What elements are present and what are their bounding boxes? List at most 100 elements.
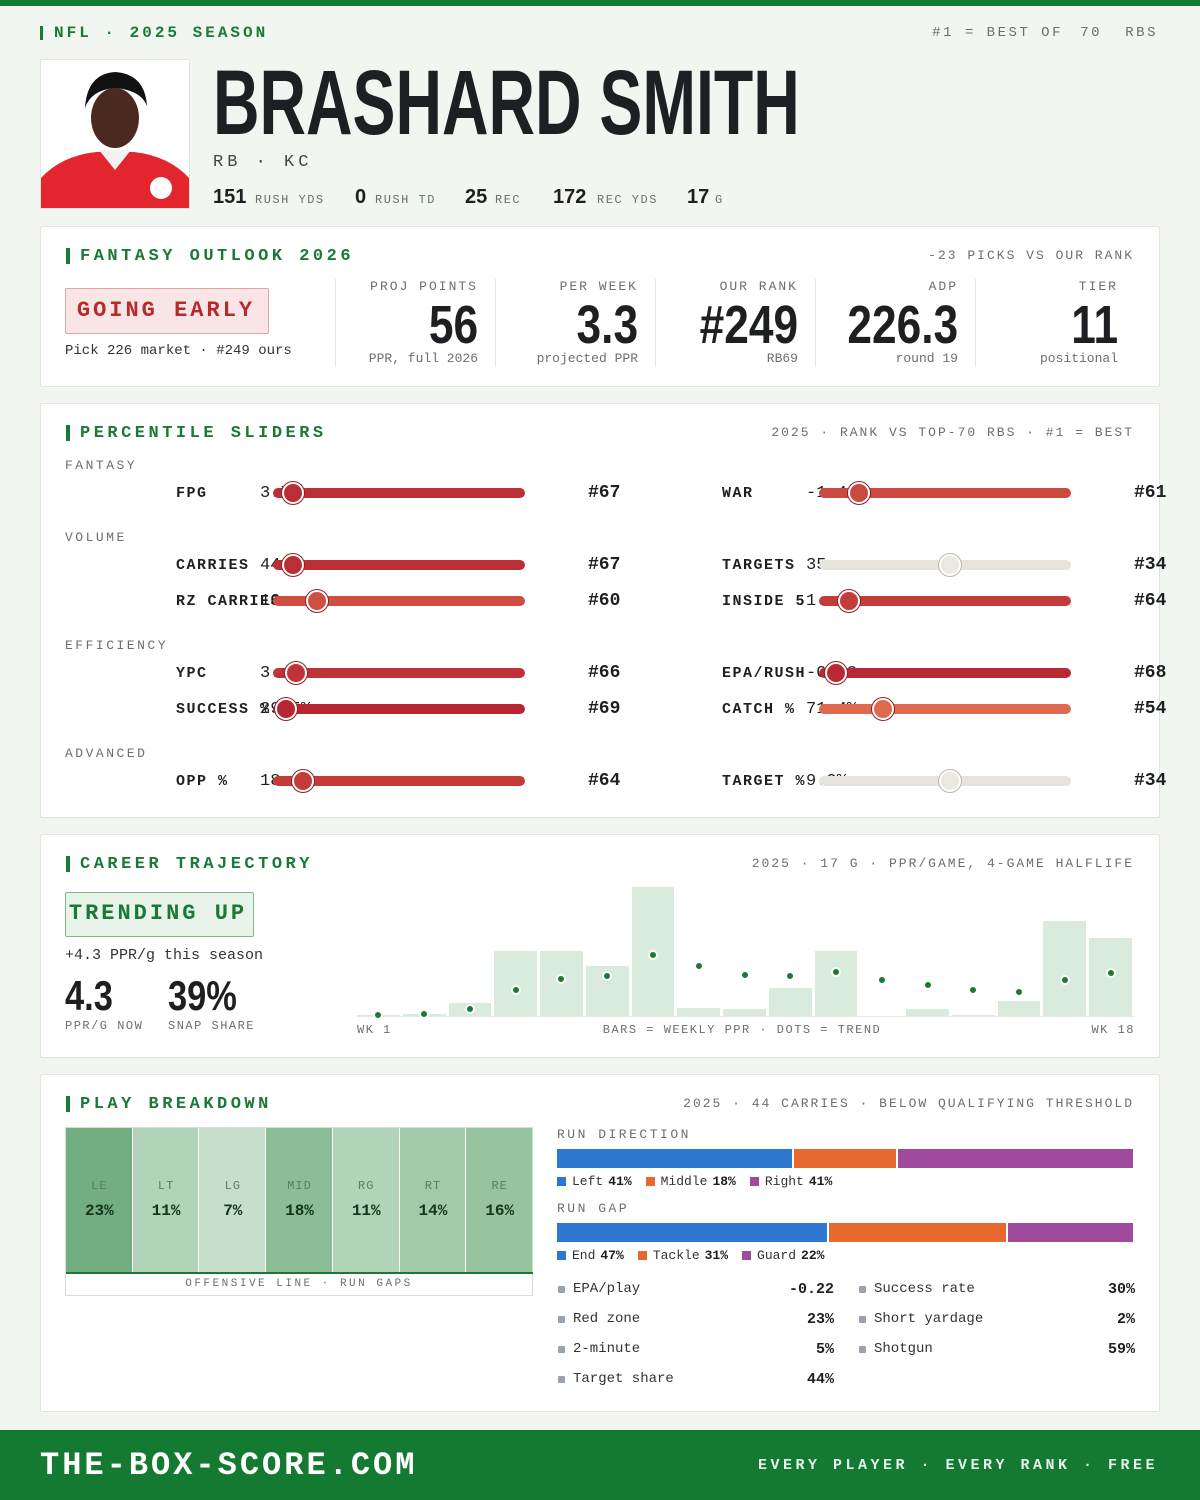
cell-sub: round 19 [895,351,958,366]
legend-value: 47% [600,1248,624,1263]
slider-knob [305,590,328,612]
section-note: 2025 · 17 G · PPR/GAME, 4-GAME HALFLIFE [751,856,1134,871]
trend-dot [373,1010,384,1020]
gap-label: 11% [151,1202,181,1220]
trend-dot [922,980,933,990]
player-photo [40,59,190,209]
legend-swatch [749,1177,759,1186]
cell-divider [815,279,816,367]
legend-value: 18% [712,1174,736,1189]
section-title: FANTASY OUTLOOK 2026 [80,246,355,266]
footer-band [0,1430,1200,1500]
cell-sub: positional [1039,351,1118,366]
cell-value: 11 [1071,295,1118,355]
stat-label: 2-minute [573,1341,641,1357]
cell-value: 3.3 [576,295,638,355]
gap-cell [266,1128,332,1272]
group-label: EFFICIENCY [65,638,169,653]
stat-value: 2% [1116,1310,1135,1328]
trend-dot [647,950,658,960]
section-title: CAREER TRAJECTORY [80,854,313,874]
slider-rank: #67 [588,554,621,575]
slider-label: TARGET % [722,772,807,790]
split-segment [557,1223,827,1242]
trend-dot [876,975,887,985]
gap-name: LT [157,1178,175,1193]
gap-name: RT [424,1178,442,1193]
legend-swatch [645,1177,655,1186]
footer-site: THE-BOX-SCORE.COM [40,1447,418,1484]
group-label: ADVANCED [65,746,148,761]
slider-knob [275,698,298,720]
slider-track [819,488,1071,498]
badge-text: TRENDING UP [68,901,248,926]
badge-sub: Pick 226 market · #249 ours [65,343,292,359]
gap-label: 16% [485,1202,515,1220]
stat-label: EPA/play [573,1281,641,1297]
gap-label: 11% [351,1202,381,1220]
trend-dot [785,971,796,981]
split-segment [828,1223,1006,1242]
group-label: VOLUME [65,530,127,545]
split-segment [1007,1223,1133,1242]
gap-cell [399,1128,466,1272]
stat-label: Target share [573,1371,674,1387]
career-card [40,834,1160,1058]
split-title: RUN GAP [557,1201,630,1216]
slider-knob [282,554,305,576]
gap-cell [332,1128,399,1272]
slider-label: YPC [176,664,208,682]
stat-value: -0.22 [788,1280,834,1298]
stat-bullet [558,1286,565,1293]
bar [997,1001,1041,1016]
rank-note-lead: #1 = BEST OF [932,25,1063,41]
stat-label: RUSH YDS [255,192,325,207]
stat-label: Short yardage [874,1311,984,1327]
cell-sub: projected PPR [536,351,638,366]
slider-track [273,596,525,606]
slider-rank: #34 [1134,770,1167,791]
cell-divider [495,279,496,367]
gap-caption: OFFENSIVE LINE · RUN GAPS [185,1278,413,1290]
percentile-card [40,403,1160,818]
kpi-label: SNAP SHARE [168,1018,256,1033]
legend-name: Tackle [652,1248,700,1263]
kpi-value: 39% [168,971,237,1019]
legend-value: 41% [808,1174,833,1189]
cell-label: ADP [928,279,958,294]
section-accent [66,425,70,441]
stat-value: 30% [1107,1280,1135,1298]
top-stripe [0,0,1200,6]
slider-track [273,560,525,570]
stat-bullet [859,1316,866,1323]
slider-knob [871,698,894,720]
gap-name: LG [224,1178,241,1193]
trend-dot [968,985,979,995]
cell-divider [975,279,976,367]
kpi-label: PPR/G NOW [65,1018,144,1033]
trend-dot [693,961,704,971]
trend-dot [419,1009,430,1019]
slider-rank: #68 [1134,662,1167,683]
stat-value: 151 [213,185,247,208]
cell-sub: RB69 [766,351,798,366]
bar [677,1008,721,1016]
badge-early [65,288,269,334]
slider-label: WAR [722,484,754,502]
legend-name: Guard [757,1248,797,1263]
gap-baseline [66,1272,533,1274]
slider-label: EPA/RUSH [722,664,807,682]
stat-value: 17 [687,185,710,208]
trend-dot [739,970,750,980]
legend-value: 22% [801,1248,825,1263]
bar [906,1009,949,1016]
slider-rank: #34 [1134,554,1167,575]
chart-baseline [357,1016,1135,1017]
player-name: BRASHARD SMITH [213,51,800,154]
cell-label: OUR RANK [719,279,798,294]
slider-track [819,596,1071,606]
section-title: PLAY BREAKDOWN [80,1094,272,1114]
slider-knob [838,590,861,612]
slider-knob [939,554,962,576]
